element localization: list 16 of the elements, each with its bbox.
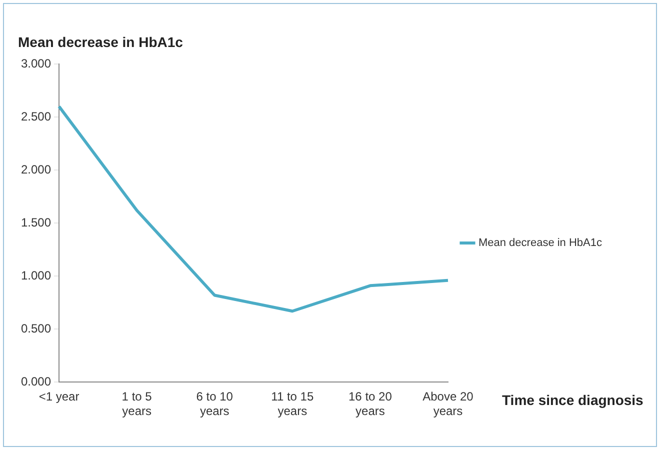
y-tick-label: 1.000 — [21, 268, 52, 282]
legend-label: Mean decrease in HbA1c — [478, 237, 602, 250]
y-tick-label: 3.000 — [21, 56, 52, 70]
x-tick-label: Above 20 years — [422, 390, 474, 418]
y-tick-label: 2.000 — [21, 162, 52, 176]
y-tick-label: 0.500 — [21, 321, 52, 336]
x-tick-label: 16 to 20 years — [348, 390, 392, 418]
y-tick-label: 0.000 — [21, 374, 52, 389]
x-tick-label: 1 to 5 years — [122, 390, 152, 418]
y-tick-label: 1.500 — [21, 215, 52, 230]
chart-title: Mean decrease in HbA1c — [18, 34, 183, 50]
x-tick-label: 11 to 15 years — [271, 390, 314, 418]
x-axis-title: Time since diagnosis — [502, 392, 644, 408]
y-tick-label: 2.500 — [21, 109, 52, 124]
x-tick-label: <1 year — [38, 390, 80, 404]
x-tick-label: 6 to 10 years — [196, 390, 234, 418]
